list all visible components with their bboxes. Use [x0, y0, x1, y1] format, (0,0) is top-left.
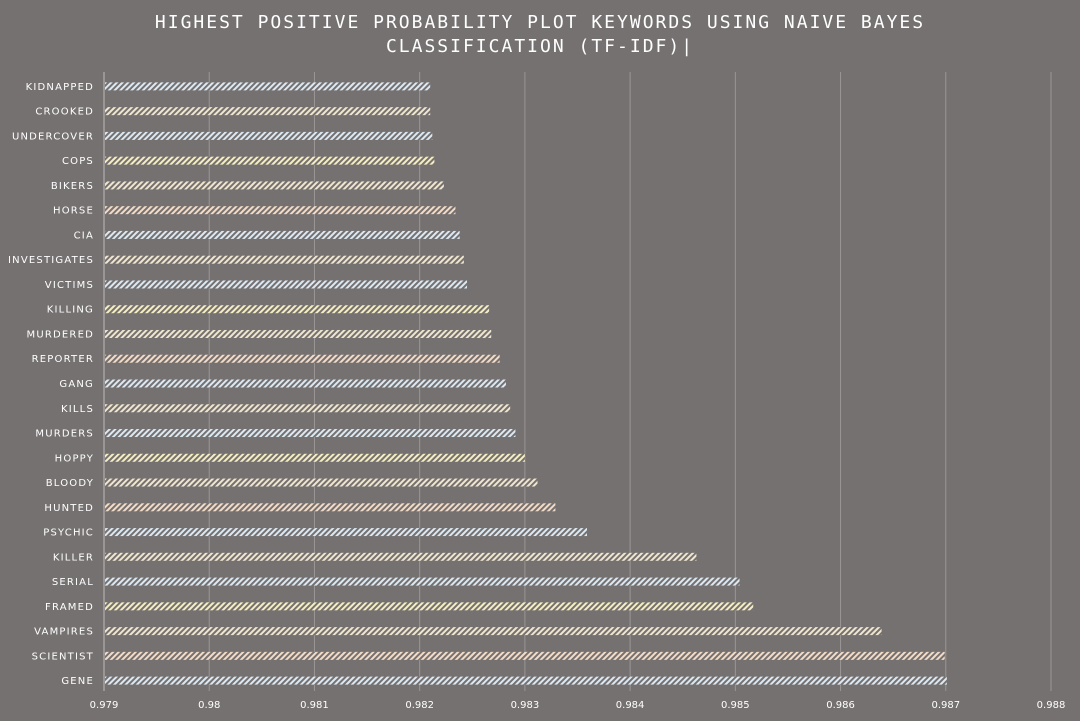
x-tick-label: 0.981	[300, 700, 329, 711]
category-label: KILLING	[47, 305, 94, 316]
category-label: GANG	[59, 379, 94, 390]
category-label: BLOODY	[46, 478, 94, 489]
category-label: HOPPY	[55, 453, 94, 464]
category-label: KILLS	[61, 404, 94, 415]
bar-gang	[105, 379, 506, 388]
category-label: HUNTED	[44, 503, 94, 514]
bar-framed	[105, 602, 754, 611]
bar-investigates	[105, 255, 464, 264]
bar-cops	[105, 156, 435, 165]
x-tick-label: 0.979	[90, 700, 119, 711]
category-label: KIDNAPPED	[26, 82, 94, 93]
category-label: VICTIMS	[45, 280, 94, 291]
bar-gene	[105, 676, 947, 685]
bar-murders	[105, 429, 516, 438]
x-tick-label: 0.984	[616, 700, 645, 711]
bars	[105, 82, 947, 685]
bar-murdered	[105, 329, 492, 338]
x-tick-labels: 0.979 0.98 0.981 0.982 0.983 0.984 0.985 0.986 0…	[90, 700, 1066, 711]
bar-killing	[105, 305, 490, 314]
category-label: SCIENTIST	[32, 651, 94, 662]
category-label: CIA	[74, 230, 94, 241]
bar-cia	[105, 230, 460, 239]
category-label: PSYCHIC	[43, 528, 94, 539]
bar-scientist	[105, 651, 945, 660]
category-label: KILLER	[53, 552, 94, 563]
bar-bloody	[105, 478, 538, 487]
category-label: UNDERCOVER	[12, 131, 94, 142]
category-label: HORSE	[53, 206, 94, 217]
bar-crooked	[105, 107, 431, 116]
bar-undercover	[105, 131, 433, 140]
gridlines	[103, 72, 1052, 691]
bar-killer	[105, 552, 697, 561]
category-label: CROOKED	[35, 107, 94, 118]
chart-title-line-1: HIGHEST POSITIVE PROBABILITY PLOT KEYWOR…	[155, 12, 925, 33]
category-label: SERIAL	[52, 577, 94, 588]
x-tick-label: 0.983	[511, 700, 540, 711]
bar-hoppy	[105, 453, 525, 462]
category-label: INVESTIGATES	[8, 255, 94, 266]
x-tick-label: 0.988	[1037, 700, 1066, 711]
category-label: MURDERED	[27, 329, 94, 340]
x-tick-label: 0.98	[198, 700, 220, 711]
category-label: BIKERS	[51, 181, 94, 192]
bar-hunted	[105, 503, 556, 512]
category-label: MURDERS	[35, 429, 94, 440]
bar-psychic	[105, 528, 587, 537]
bar-horse	[105, 206, 456, 215]
bar-reporter	[105, 354, 500, 363]
x-tick-label: 0.985	[721, 700, 750, 711]
category-labels: KIDNAPPED CROOKED UNDERCOVER COPS BIKERS HORS…	[8, 82, 94, 687]
category-label: FRAMED	[45, 602, 94, 613]
x-tick-label: 0.987	[931, 700, 960, 711]
category-label: GENE	[61, 676, 94, 687]
category-label: VAMPIRES	[34, 627, 94, 638]
bar-serial	[105, 577, 740, 586]
bar-kills	[105, 404, 511, 413]
x-tick-label: 0.982	[405, 700, 434, 711]
chart-title-line-2: CLASSIFICATION (TF-IDF)|	[386, 36, 694, 57]
category-label: REPORTER	[32, 354, 94, 365]
bar-vampires	[105, 627, 882, 636]
bar-kidnapped	[105, 82, 431, 91]
category-label: COPS	[62, 156, 94, 167]
bar-bikers	[105, 181, 444, 190]
bar-victims	[105, 280, 468, 289]
x-tick-label: 0.986	[826, 700, 855, 711]
